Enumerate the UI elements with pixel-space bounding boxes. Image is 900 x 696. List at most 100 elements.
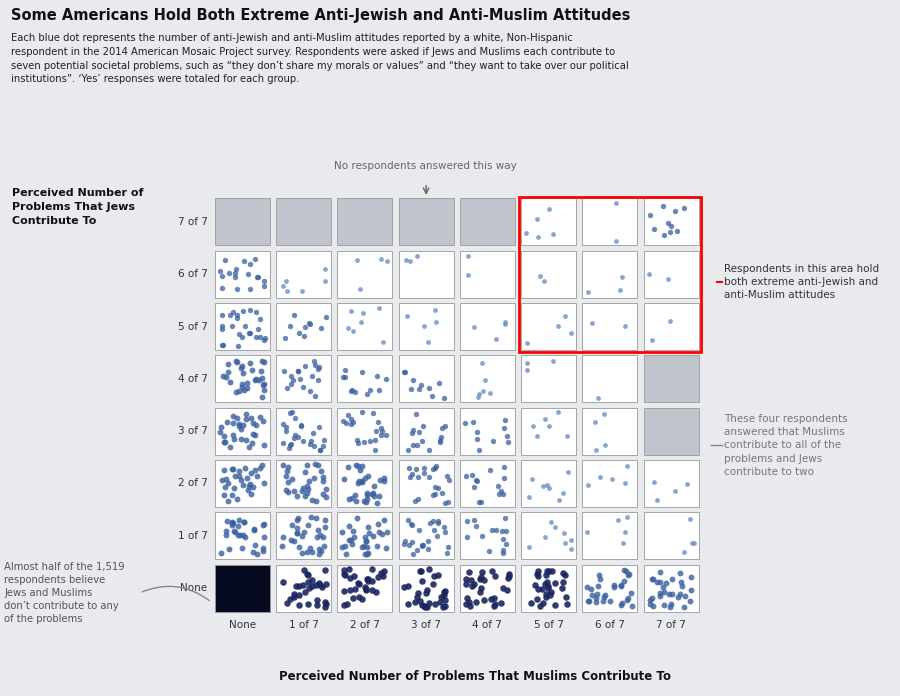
- Point: [411, 383, 426, 395]
- Bar: [338, 564, 392, 612]
- Point: [283, 593, 297, 604]
- Point: [519, 228, 534, 239]
- Point: [257, 333, 272, 344]
- Point: [398, 366, 412, 377]
- Point: [311, 363, 326, 374]
- Point: [415, 599, 429, 610]
- Text: 5 of 7: 5 of 7: [534, 620, 563, 631]
- Point: [256, 372, 270, 383]
- Point: [342, 535, 356, 546]
- Point: [413, 566, 428, 577]
- Point: [248, 429, 262, 441]
- Point: [358, 548, 373, 559]
- Point: [301, 599, 315, 610]
- Bar: [215, 198, 270, 246]
- Bar: [644, 355, 698, 402]
- Bar: [521, 303, 576, 350]
- Point: [217, 482, 231, 493]
- Point: [359, 496, 374, 507]
- Point: [249, 331, 264, 342]
- Point: [256, 542, 271, 553]
- Point: [657, 599, 671, 610]
- Point: [280, 598, 294, 609]
- Point: [233, 530, 248, 541]
- Point: [360, 521, 374, 532]
- Bar: [644, 251, 698, 298]
- Point: [580, 581, 595, 592]
- Point: [554, 583, 569, 594]
- Point: [564, 328, 579, 339]
- Point: [236, 530, 250, 541]
- Point: [254, 366, 268, 377]
- Point: [345, 493, 359, 504]
- Point: [318, 601, 332, 612]
- Point: [436, 601, 451, 612]
- Point: [645, 601, 660, 612]
- Point: [316, 475, 330, 487]
- Point: [311, 459, 326, 470]
- Text: None: None: [229, 620, 256, 631]
- Point: [314, 466, 328, 477]
- Point: [436, 521, 451, 532]
- Point: [337, 564, 351, 575]
- Point: [525, 598, 539, 609]
- Point: [464, 580, 479, 592]
- Point: [487, 601, 501, 612]
- Point: [620, 512, 634, 523]
- Point: [408, 596, 422, 608]
- Point: [410, 493, 425, 505]
- Point: [558, 537, 572, 548]
- Point: [466, 578, 481, 590]
- Point: [421, 445, 436, 456]
- Point: [536, 276, 551, 287]
- Text: None: None: [180, 583, 207, 593]
- Point: [397, 581, 411, 592]
- Point: [304, 512, 319, 523]
- Point: [293, 419, 308, 430]
- Point: [426, 578, 440, 590]
- Point: [352, 578, 366, 590]
- Text: 7 of 7: 7 of 7: [656, 620, 686, 631]
- Point: [234, 423, 248, 434]
- Point: [216, 370, 230, 381]
- Point: [500, 431, 515, 442]
- Point: [227, 525, 241, 537]
- Point: [359, 583, 374, 594]
- Point: [232, 418, 247, 429]
- Point: [477, 574, 491, 585]
- Point: [287, 310, 302, 321]
- Bar: [215, 251, 270, 298]
- Point: [519, 365, 534, 376]
- Point: [230, 386, 244, 397]
- Point: [296, 579, 310, 590]
- Point: [311, 362, 326, 373]
- Point: [593, 574, 608, 585]
- Point: [227, 482, 241, 493]
- Point: [551, 321, 565, 332]
- Point: [433, 435, 447, 446]
- Point: [217, 464, 231, 475]
- Point: [293, 420, 308, 432]
- Point: [231, 470, 246, 482]
- Point: [474, 583, 489, 594]
- Point: [437, 601, 452, 612]
- Point: [677, 203, 691, 214]
- Point: [435, 422, 449, 434]
- Point: [235, 382, 249, 393]
- Bar: [582, 198, 637, 246]
- Point: [643, 210, 657, 221]
- Point: [499, 525, 513, 537]
- Point: [257, 280, 272, 292]
- Point: [276, 365, 291, 376]
- Point: [247, 523, 261, 535]
- Point: [498, 512, 512, 523]
- Point: [226, 418, 240, 429]
- Point: [410, 592, 424, 603]
- Point: [276, 532, 291, 543]
- Point: [474, 358, 489, 369]
- Point: [645, 592, 660, 603]
- Point: [592, 471, 607, 482]
- Point: [319, 312, 333, 323]
- Point: [346, 525, 360, 537]
- Point: [496, 489, 510, 500]
